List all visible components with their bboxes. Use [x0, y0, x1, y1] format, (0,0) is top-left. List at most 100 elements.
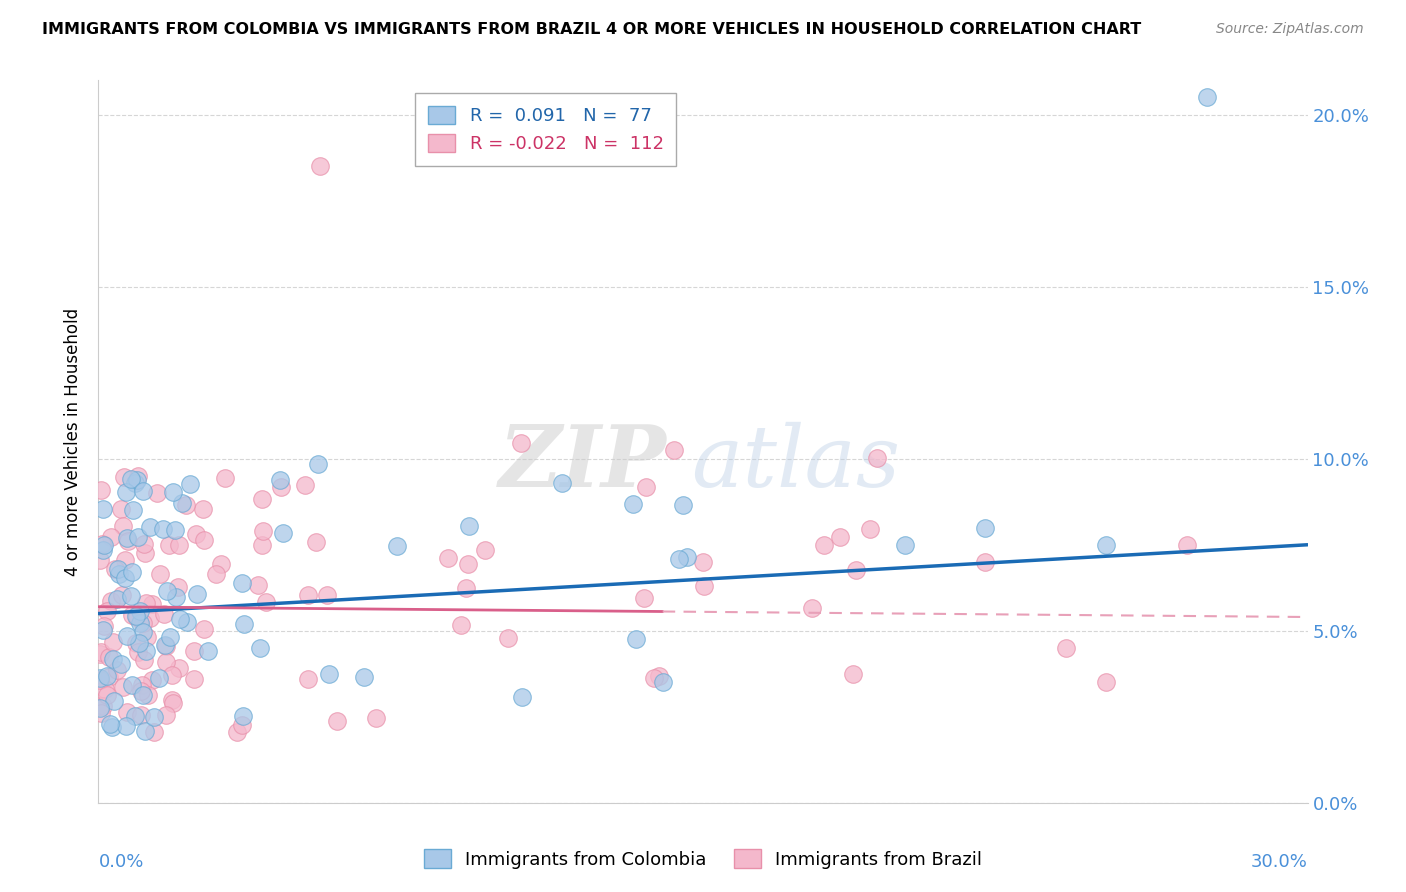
Point — [309, 159, 332, 173]
Point — [141, 598, 163, 612]
Point — [94, 681, 117, 696]
Point — [307, 457, 329, 471]
Point — [124, 609, 146, 624]
Point — [193, 502, 215, 516]
Point — [197, 644, 219, 658]
Point — [129, 615, 152, 630]
Text: atlas: atlas — [690, 422, 900, 505]
Point — [186, 587, 208, 601]
Point — [1095, 675, 1118, 690]
Point — [1095, 538, 1118, 552]
Point — [142, 725, 165, 739]
Point — [624, 632, 647, 646]
Point — [121, 565, 143, 579]
Text: Source: ZipAtlas.com: Source: ZipAtlas.com — [1216, 22, 1364, 37]
Point — [103, 694, 125, 708]
Point — [457, 558, 479, 572]
Point — [134, 546, 156, 560]
Point — [621, 497, 644, 511]
Point — [129, 684, 152, 698]
Point — [104, 562, 127, 576]
Point — [651, 675, 673, 690]
Point — [125, 473, 148, 487]
Point — [183, 644, 205, 658]
Point — [132, 537, 155, 551]
Point — [142, 710, 165, 724]
Point — [145, 486, 167, 500]
Point — [100, 530, 122, 544]
Point — [231, 576, 253, 591]
Point — [974, 555, 997, 569]
Point — [105, 592, 128, 607]
Text: ZIP: ZIP — [499, 421, 666, 505]
Point — [132, 616, 155, 631]
Point — [111, 519, 134, 533]
Point — [551, 476, 574, 491]
Point — [110, 657, 132, 672]
Point — [101, 652, 124, 666]
Point — [115, 484, 138, 499]
Point — [454, 581, 477, 595]
Point — [232, 617, 254, 632]
Point — [167, 539, 190, 553]
Point — [127, 609, 149, 624]
Legend: R =  0.091   N =  77, R = -0.022   N =  112: R = 0.091 N = 77, R = -0.022 N = 112 — [415, 93, 676, 166]
Y-axis label: 4 or more Vehicles in Household: 4 or more Vehicles in Household — [65, 308, 83, 575]
Point — [91, 543, 114, 558]
Point — [1175, 538, 1198, 552]
Point — [160, 668, 183, 682]
Point — [112, 680, 135, 694]
Point — [270, 480, 292, 494]
Point — [101, 634, 124, 648]
Point — [114, 571, 136, 585]
Point — [101, 720, 124, 734]
Point — [96, 669, 118, 683]
Point — [124, 709, 146, 723]
Point — [183, 672, 205, 686]
Point — [93, 538, 115, 552]
Point — [139, 520, 162, 534]
Point — [155, 639, 177, 653]
Point — [125, 610, 148, 624]
Point — [169, 612, 191, 626]
Point — [120, 472, 142, 486]
Point — [91, 501, 114, 516]
Point — [131, 678, 153, 692]
Point — [108, 567, 131, 582]
Point — [974, 520, 997, 534]
Point — [633, 591, 655, 606]
Point — [149, 566, 172, 581]
Point — [155, 708, 177, 723]
Point — [636, 480, 658, 494]
Point — [165, 523, 187, 537]
Point — [122, 502, 145, 516]
Point — [318, 667, 340, 681]
Point — [450, 618, 472, 632]
Point — [89, 698, 111, 713]
Point — [845, 563, 868, 577]
Point — [193, 622, 215, 636]
Point — [132, 653, 155, 667]
Point — [127, 469, 149, 483]
Text: IMMIGRANTS FROM COLOMBIA VS IMMIGRANTS FROM BRAZIL 4 OR MORE VEHICLES IN HOUSEHO: IMMIGRANTS FROM COLOMBIA VS IMMIGRANTS F… — [42, 22, 1142, 37]
Point — [91, 537, 114, 551]
Point — [135, 631, 157, 645]
Point — [165, 590, 187, 604]
Point — [91, 623, 114, 637]
Point — [226, 725, 249, 739]
Point — [117, 531, 139, 545]
Point — [893, 538, 915, 552]
Point — [664, 442, 686, 457]
Text: 30.0%: 30.0% — [1251, 854, 1308, 871]
Point — [801, 601, 824, 615]
Point — [155, 638, 177, 652]
Point — [252, 524, 274, 539]
Point — [105, 664, 128, 678]
Point — [138, 611, 160, 625]
Point — [100, 717, 122, 731]
Point — [93, 619, 115, 633]
Point — [132, 688, 155, 702]
Point — [141, 673, 163, 687]
Point — [124, 636, 146, 650]
Point — [179, 477, 201, 491]
